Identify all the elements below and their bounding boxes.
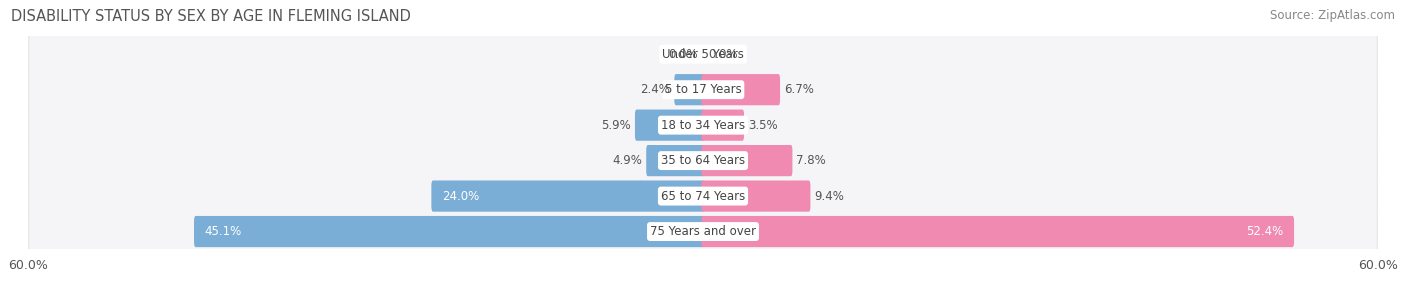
Text: Under 5 Years: Under 5 Years: [662, 48, 744, 61]
Text: 24.0%: 24.0%: [441, 190, 479, 202]
FancyBboxPatch shape: [647, 145, 704, 176]
FancyBboxPatch shape: [25, 206, 1381, 257]
FancyBboxPatch shape: [702, 74, 780, 105]
FancyBboxPatch shape: [30, 140, 1376, 181]
Text: 5.9%: 5.9%: [602, 119, 631, 132]
FancyBboxPatch shape: [30, 104, 1376, 146]
Text: DISABILITY STATUS BY SEX BY AGE IN FLEMING ISLAND: DISABILITY STATUS BY SEX BY AGE IN FLEMI…: [11, 9, 411, 24]
FancyBboxPatch shape: [25, 171, 1381, 221]
FancyBboxPatch shape: [25, 136, 1381, 186]
Text: 3.5%: 3.5%: [748, 119, 778, 132]
Text: 0.0%: 0.0%: [668, 48, 697, 61]
FancyBboxPatch shape: [702, 181, 810, 212]
Text: 2.4%: 2.4%: [641, 83, 671, 96]
Text: 7.8%: 7.8%: [796, 154, 827, 167]
FancyBboxPatch shape: [25, 29, 1381, 79]
Text: 0.0%: 0.0%: [709, 48, 738, 61]
Text: 52.4%: 52.4%: [1246, 225, 1284, 238]
Text: 45.1%: 45.1%: [205, 225, 242, 238]
FancyBboxPatch shape: [30, 33, 1376, 75]
FancyBboxPatch shape: [702, 109, 744, 141]
FancyBboxPatch shape: [30, 175, 1376, 217]
FancyBboxPatch shape: [432, 181, 704, 212]
FancyBboxPatch shape: [702, 145, 793, 176]
Text: 75 Years and over: 75 Years and over: [650, 225, 756, 238]
Text: 5 to 17 Years: 5 to 17 Years: [665, 83, 741, 96]
Text: 9.4%: 9.4%: [814, 190, 844, 202]
FancyBboxPatch shape: [194, 216, 704, 247]
Text: 4.9%: 4.9%: [613, 154, 643, 167]
FancyBboxPatch shape: [702, 216, 1294, 247]
FancyBboxPatch shape: [30, 211, 1376, 252]
FancyBboxPatch shape: [675, 74, 704, 105]
FancyBboxPatch shape: [30, 69, 1376, 111]
Text: Source: ZipAtlas.com: Source: ZipAtlas.com: [1270, 9, 1395, 22]
FancyBboxPatch shape: [636, 109, 704, 141]
Text: 18 to 34 Years: 18 to 34 Years: [661, 119, 745, 132]
FancyBboxPatch shape: [25, 64, 1381, 115]
Text: 35 to 64 Years: 35 to 64 Years: [661, 154, 745, 167]
Text: 65 to 74 Years: 65 to 74 Years: [661, 190, 745, 202]
Text: 6.7%: 6.7%: [785, 83, 814, 96]
FancyBboxPatch shape: [25, 100, 1381, 150]
